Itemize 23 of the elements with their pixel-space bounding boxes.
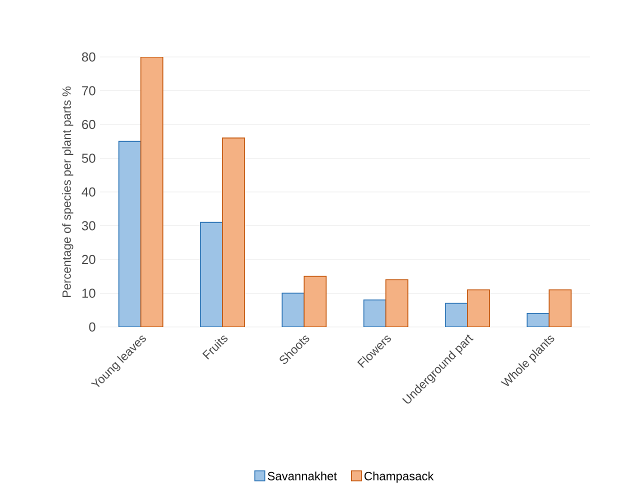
y-tick-label: 20 bbox=[82, 254, 96, 264]
legend-label: Champasack bbox=[364, 472, 434, 483]
bar bbox=[445, 302, 468, 327]
bar bbox=[140, 56, 164, 327]
bar bbox=[467, 289, 490, 327]
y-tick-label: 80 bbox=[82, 52, 96, 62]
y-tick-label: 60 bbox=[82, 120, 96, 130]
bar bbox=[200, 222, 223, 327]
bar bbox=[385, 279, 408, 327]
y-tick-label: 0 bbox=[89, 322, 96, 332]
y-tick-label: 70 bbox=[82, 86, 96, 96]
y-tick-label: 50 bbox=[82, 154, 96, 163]
legend-label: Savannakhet bbox=[268, 472, 337, 480]
bar bbox=[282, 292, 305, 327]
bar bbox=[363, 300, 386, 327]
y-tick-label: 30 bbox=[82, 221, 96, 230]
bar bbox=[304, 276, 327, 327]
y-tick-label: 40 bbox=[82, 187, 96, 197]
bar bbox=[118, 140, 142, 327]
bar bbox=[222, 138, 245, 327]
y-tick-label: 10 bbox=[82, 288, 96, 298]
y-axis-title: Percentage of species per plant parts % bbox=[62, 86, 74, 297]
bar bbox=[548, 289, 572, 327]
